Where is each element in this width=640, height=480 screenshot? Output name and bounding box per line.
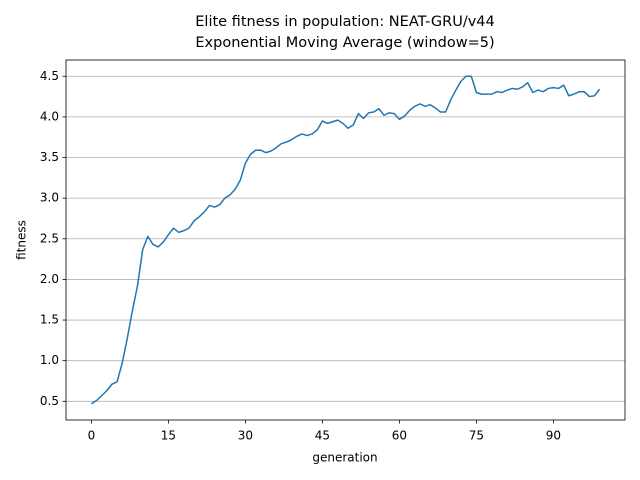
y-tick-label: 2.0 [40,272,59,286]
x-tick-label: 60 [392,429,407,443]
x-tick-label: 0 [88,429,96,443]
x-tick-label: 30 [238,429,253,443]
y-tick-label: 1.0 [40,353,59,367]
y-tick-label: 1.5 [40,313,59,327]
y-tick-label: 0.5 [40,394,59,408]
x-tick-label: 90 [546,429,561,443]
x-tick-label: 75 [469,429,484,443]
x-tick-label: 45 [315,429,330,443]
y-axis-label: fitness [15,220,29,260]
data-line [91,75,601,405]
x-axis-label: generation [312,451,377,465]
y-tick-label: 3.5 [40,150,59,164]
y-tick-label: 4.0 [40,109,59,123]
x-tick-label: 15 [161,429,176,443]
y-tick-label: 4.5 [40,69,59,83]
axes-frame [65,59,626,421]
chart-title: Elite fitness in population: NEAT-GRU/v4… [195,14,495,30]
y-tick-label: 3.0 [40,191,59,205]
chart-subtitle: Exponential Moving Average (window=5) [195,35,494,51]
y-tick-label: 2.5 [40,231,59,245]
